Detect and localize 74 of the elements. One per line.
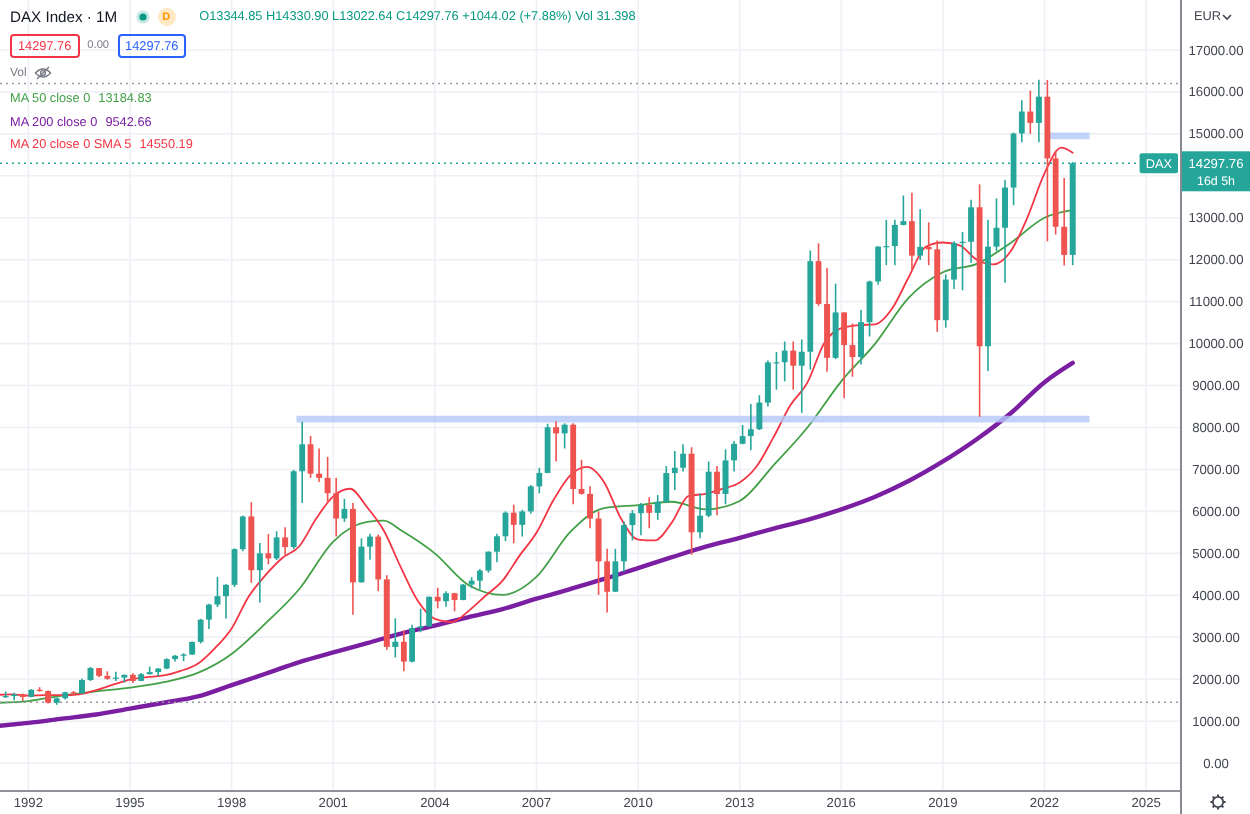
candlestick — [909, 191, 915, 272]
candlestick — [875, 245, 881, 286]
candlestick — [866, 279, 873, 338]
candlestick — [392, 617, 399, 659]
candlestick — [654, 494, 661, 521]
candlestick — [273, 530, 280, 561]
candlestick — [968, 198, 975, 264]
candlestick — [256, 542, 263, 604]
candlestick — [790, 340, 797, 391]
candlestick — [781, 340, 788, 383]
candlestick — [705, 460, 712, 519]
candlestick — [917, 208, 924, 261]
candlestick — [993, 197, 1000, 253]
candlestick — [612, 547, 619, 593]
candlestick — [493, 532, 500, 563]
candlestick — [841, 311, 848, 399]
candlestick — [333, 477, 340, 538]
candlestick — [409, 623, 415, 664]
candlestick — [747, 403, 754, 451]
candlestick — [536, 466, 543, 495]
candlestick — [510, 503, 517, 545]
candlestick — [671, 450, 678, 491]
candlestick — [223, 583, 229, 620]
candlestick — [620, 520, 627, 573]
candlestick — [942, 273, 949, 329]
line-series — [0, 360, 1075, 729]
candlestick — [722, 448, 729, 506]
candlestick — [697, 492, 704, 540]
candlestick — [476, 568, 483, 591]
candlestick — [375, 533, 382, 592]
candlestick — [714, 465, 720, 516]
candlestick — [1002, 179, 1008, 284]
candlestick — [646, 496, 653, 530]
candlestick — [553, 420, 560, 463]
candlestick — [358, 537, 365, 584]
candlestick — [104, 670, 111, 681]
candlestick — [239, 514, 246, 553]
candlestick — [891, 219, 898, 266]
candlestick — [900, 194, 907, 227]
candlestick — [629, 509, 636, 542]
candlestick — [756, 394, 763, 431]
candlestick — [587, 485, 594, 530]
candlestick — [951, 240, 957, 290]
candlestick — [638, 502, 644, 537]
candlestick — [400, 629, 407, 673]
candlestick — [663, 465, 670, 504]
candlestick — [1018, 99, 1025, 144]
candlestick — [417, 607, 424, 634]
candlestick — [731, 440, 738, 473]
candlestick — [832, 282, 839, 360]
candlestick — [316, 447, 323, 483]
candlestick — [324, 456, 331, 504]
candlestick — [1061, 177, 1068, 267]
candlestick — [282, 526, 289, 557]
candlestick — [519, 508, 526, 538]
candlestick — [1027, 89, 1034, 135]
candlestick — [426, 595, 433, 628]
candlestick — [527, 484, 534, 515]
candlestick — [604, 547, 610, 614]
candlestick — [206, 602, 212, 630]
candlestick — [485, 550, 492, 574]
candlestick — [1035, 78, 1042, 144]
candlestick — [561, 422, 568, 450]
candlestick — [798, 338, 805, 414]
candlestick — [214, 576, 221, 608]
candlestick — [197, 618, 204, 645]
candlestick — [434, 586, 441, 610]
candlestick — [367, 532, 373, 561]
candlestick — [595, 510, 602, 596]
candlestick — [265, 533, 272, 566]
candlestick — [764, 359, 771, 408]
candlestick — [299, 421, 306, 504]
candlestick — [680, 443, 686, 473]
candlestick — [858, 309, 864, 366]
